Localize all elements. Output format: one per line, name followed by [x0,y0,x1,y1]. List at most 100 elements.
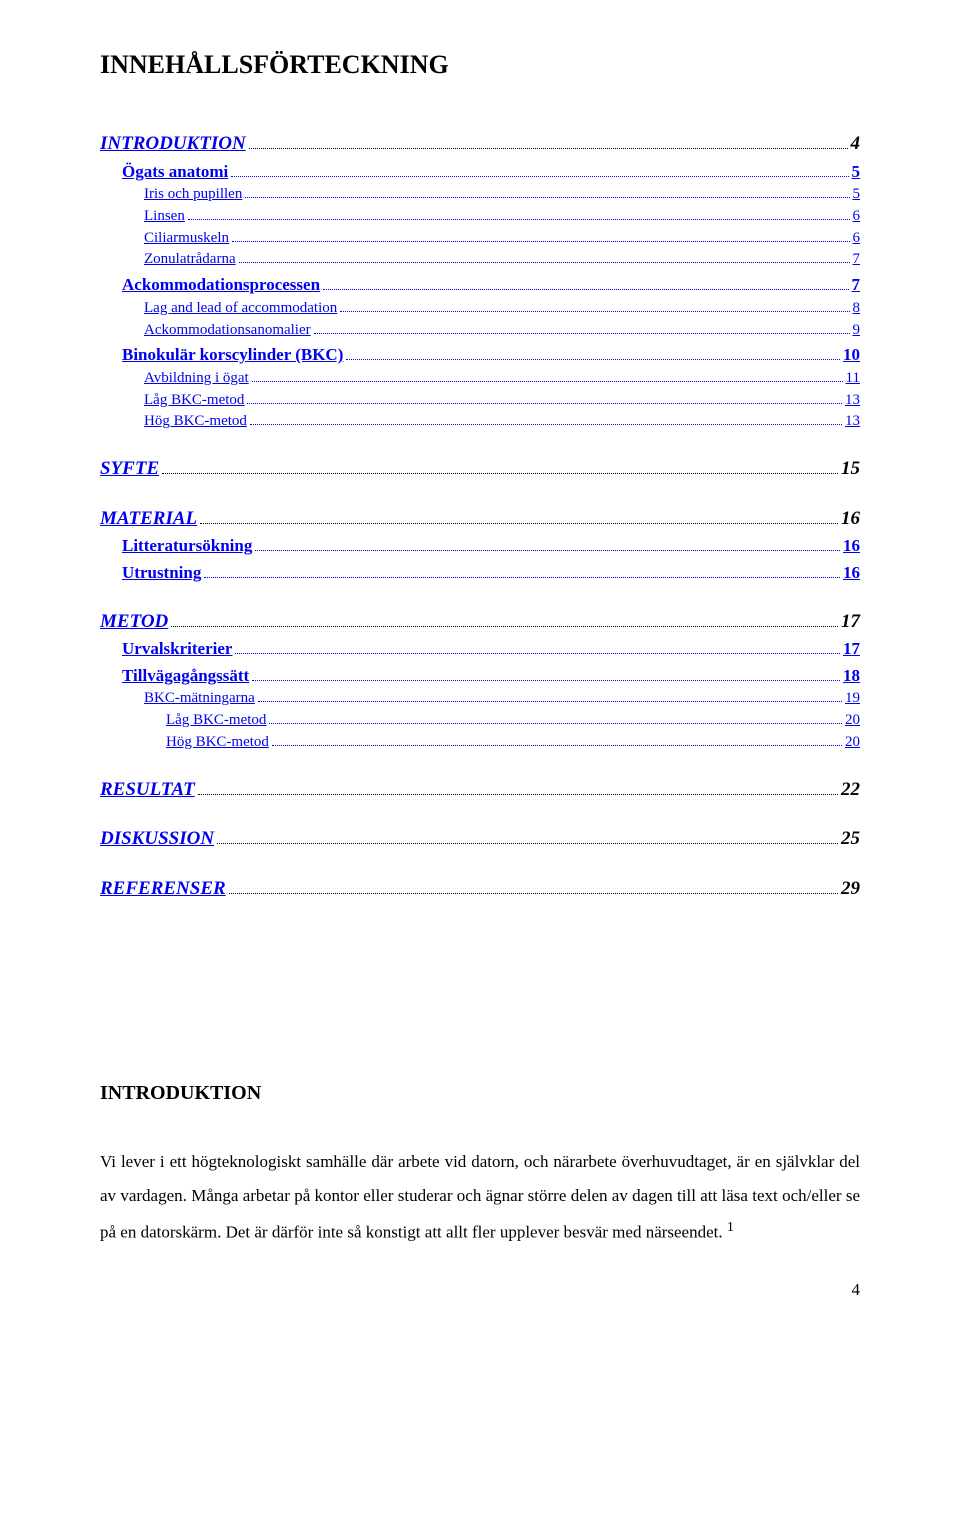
page-number: 4 [100,1280,860,1300]
toc-page-link[interactable]: 7 [852,273,861,298]
toc-page-link[interactable]: 7 [853,249,861,271]
toc-entry: SYFTE 15 [100,455,860,483]
toc-link[interactable]: Binokulär korscylinder (BKC) [122,343,343,368]
toc-link[interactable]: Hög BKC-metod [144,411,247,433]
toc-entry: Lag and lead of accommodation 8 [100,298,860,320]
toc-page-link[interactable]: 5 [853,184,861,206]
toc-page-link[interactable]: 11 [846,368,860,390]
toc-entry: Ackommodationsanomalier 9 [100,320,860,342]
toc-page-link[interactable]: 20 [845,710,860,732]
toc-leader-dots [188,219,850,220]
toc-page-link[interactable]: 16 [841,505,860,533]
toc-page-link[interactable]: 22 [841,776,860,804]
toc-leader-dots [252,381,843,382]
toc-leader-dots [198,794,838,795]
toc-page-link[interactable]: 16 [843,534,860,559]
toc-entry: Låg BKC-metod 13 [100,390,860,412]
toc-link[interactable]: DISKUSSION [100,825,214,853]
toc-link[interactable]: Tillvägagångssätt [122,664,249,689]
toc-leader-dots [232,241,850,242]
toc-entry: Urvalskriterier 17 [100,637,860,662]
toc-page-link[interactable]: 15 [841,455,860,483]
toc-leader-dots [314,333,850,334]
toc-link[interactable]: Zonulatrådarna [144,249,236,271]
toc-leader-dots [162,473,838,474]
toc-entry: Ciliarmuskeln 6 [100,228,860,250]
toc-link[interactable]: REFERENSER [100,875,226,903]
toc-link[interactable]: Urvalskriterier [122,637,232,662]
footnote-marker: 1 [727,1219,734,1235]
toc-entry: Utrustning 16 [100,561,860,586]
body-section: INTRODUKTION Vi lever i ett högteknologi… [100,1082,860,1250]
toc-leader-dots [235,653,840,654]
toc-link[interactable]: Lag and lead of accommodation [144,298,337,320]
toc-leader-dots [340,311,849,312]
toc-entry: REFERENSER 29 [100,875,860,903]
page-title: INNEHÅLLSFÖRTECKNING [100,50,860,80]
table-of-contents: INTRODUKTION 4 Ögats anatomi 5 Iris och pupi… [100,130,860,902]
toc-leader-dots [239,262,850,263]
toc-leader-dots [346,359,840,360]
toc-entry: DISKUSSION 25 [100,825,860,853]
toc-page-link[interactable]: 6 [853,228,861,250]
toc-entry: Avbildning i ögat 11 [100,368,860,390]
toc-link[interactable]: Ackommodationsprocessen [122,273,320,298]
toc-link[interactable]: RESULTAT [100,776,195,804]
toc-entry: Zonulatrådarna 7 [100,249,860,271]
toc-leader-dots [250,424,842,425]
toc-page-link[interactable]: 16 [843,561,860,586]
toc-page-link[interactable]: 18 [843,664,860,689]
toc-page-link[interactable]: 8 [853,298,861,320]
toc-entry: Hög BKC-metod 20 [100,732,860,754]
toc-page-link[interactable]: 6 [853,206,861,228]
toc-leader-dots [252,680,840,681]
toc-link[interactable]: BKC-mätningarna [144,688,255,710]
toc-leader-dots [171,626,838,627]
toc-entry: Litteratursökning 16 [100,534,860,559]
toc-leader-dots [255,550,840,551]
toc-link[interactable]: Ciliarmuskeln [144,228,229,250]
toc-page-link[interactable]: 29 [841,875,860,903]
toc-link[interactable]: Utrustning [122,561,201,586]
toc-leader-dots [200,523,838,524]
toc-entry: BKC-mätningarna 19 [100,688,860,710]
toc-entry: MATERIAL 16 [100,505,860,533]
body-paragraph: Vi lever i ett högteknologiskt samhälle … [100,1145,860,1250]
toc-page-link[interactable]: 9 [853,320,861,342]
toc-link[interactable]: INTRODUKTION [100,130,246,158]
toc-link[interactable]: Iris och pupillen [144,184,242,206]
toc-leader-dots [245,197,849,198]
toc-entry: Tillvägagångssätt 18 [100,664,860,689]
toc-entry: RESULTAT 22 [100,776,860,804]
toc-page-link[interactable]: 20 [845,732,860,754]
toc-link[interactable]: Litteratursökning [122,534,252,559]
toc-entry: INTRODUKTION 4 [100,130,860,158]
toc-link[interactable]: Låg BKC-metod [166,710,266,732]
toc-link[interactable]: METOD [100,608,168,636]
toc-page-link[interactable]: 13 [845,411,860,433]
toc-link[interactable]: Ackommodationsanomalier [144,320,311,342]
toc-link[interactable]: Hög BKC-metod [166,732,269,754]
toc-link[interactable]: SYFTE [100,455,159,483]
toc-page-link[interactable]: 10 [843,343,860,368]
toc-page-link[interactable]: 17 [841,608,860,636]
toc-leader-dots [247,403,842,404]
toc-page-link[interactable]: 17 [843,637,860,662]
toc-page-link[interactable]: 4 [851,130,861,158]
toc-link[interactable]: Låg BKC-metod [144,390,244,412]
toc-link[interactable]: Linsen [144,206,185,228]
toc-link[interactable]: Ögats anatomi [122,160,228,185]
toc-entry: Ackommodationsprocessen 7 [100,273,860,298]
section-heading-introduktion: INTRODUKTION [100,1082,860,1105]
toc-link[interactable]: Avbildning i ögat [144,368,249,390]
toc-leader-dots [258,701,842,702]
toc-page-link[interactable]: 13 [845,390,860,412]
toc-leader-dots [272,745,842,746]
toc-entry: Binokulär korscylinder (BKC) 10 [100,343,860,368]
toc-link[interactable]: MATERIAL [100,505,197,533]
toc-page-link[interactable]: 25 [841,825,860,853]
toc-page-link[interactable]: 5 [852,160,861,185]
toc-leader-dots [204,577,840,578]
paragraph-text: Vi lever i ett högteknologiskt samhälle … [100,1152,860,1242]
toc-page-link[interactable]: 19 [845,688,860,710]
